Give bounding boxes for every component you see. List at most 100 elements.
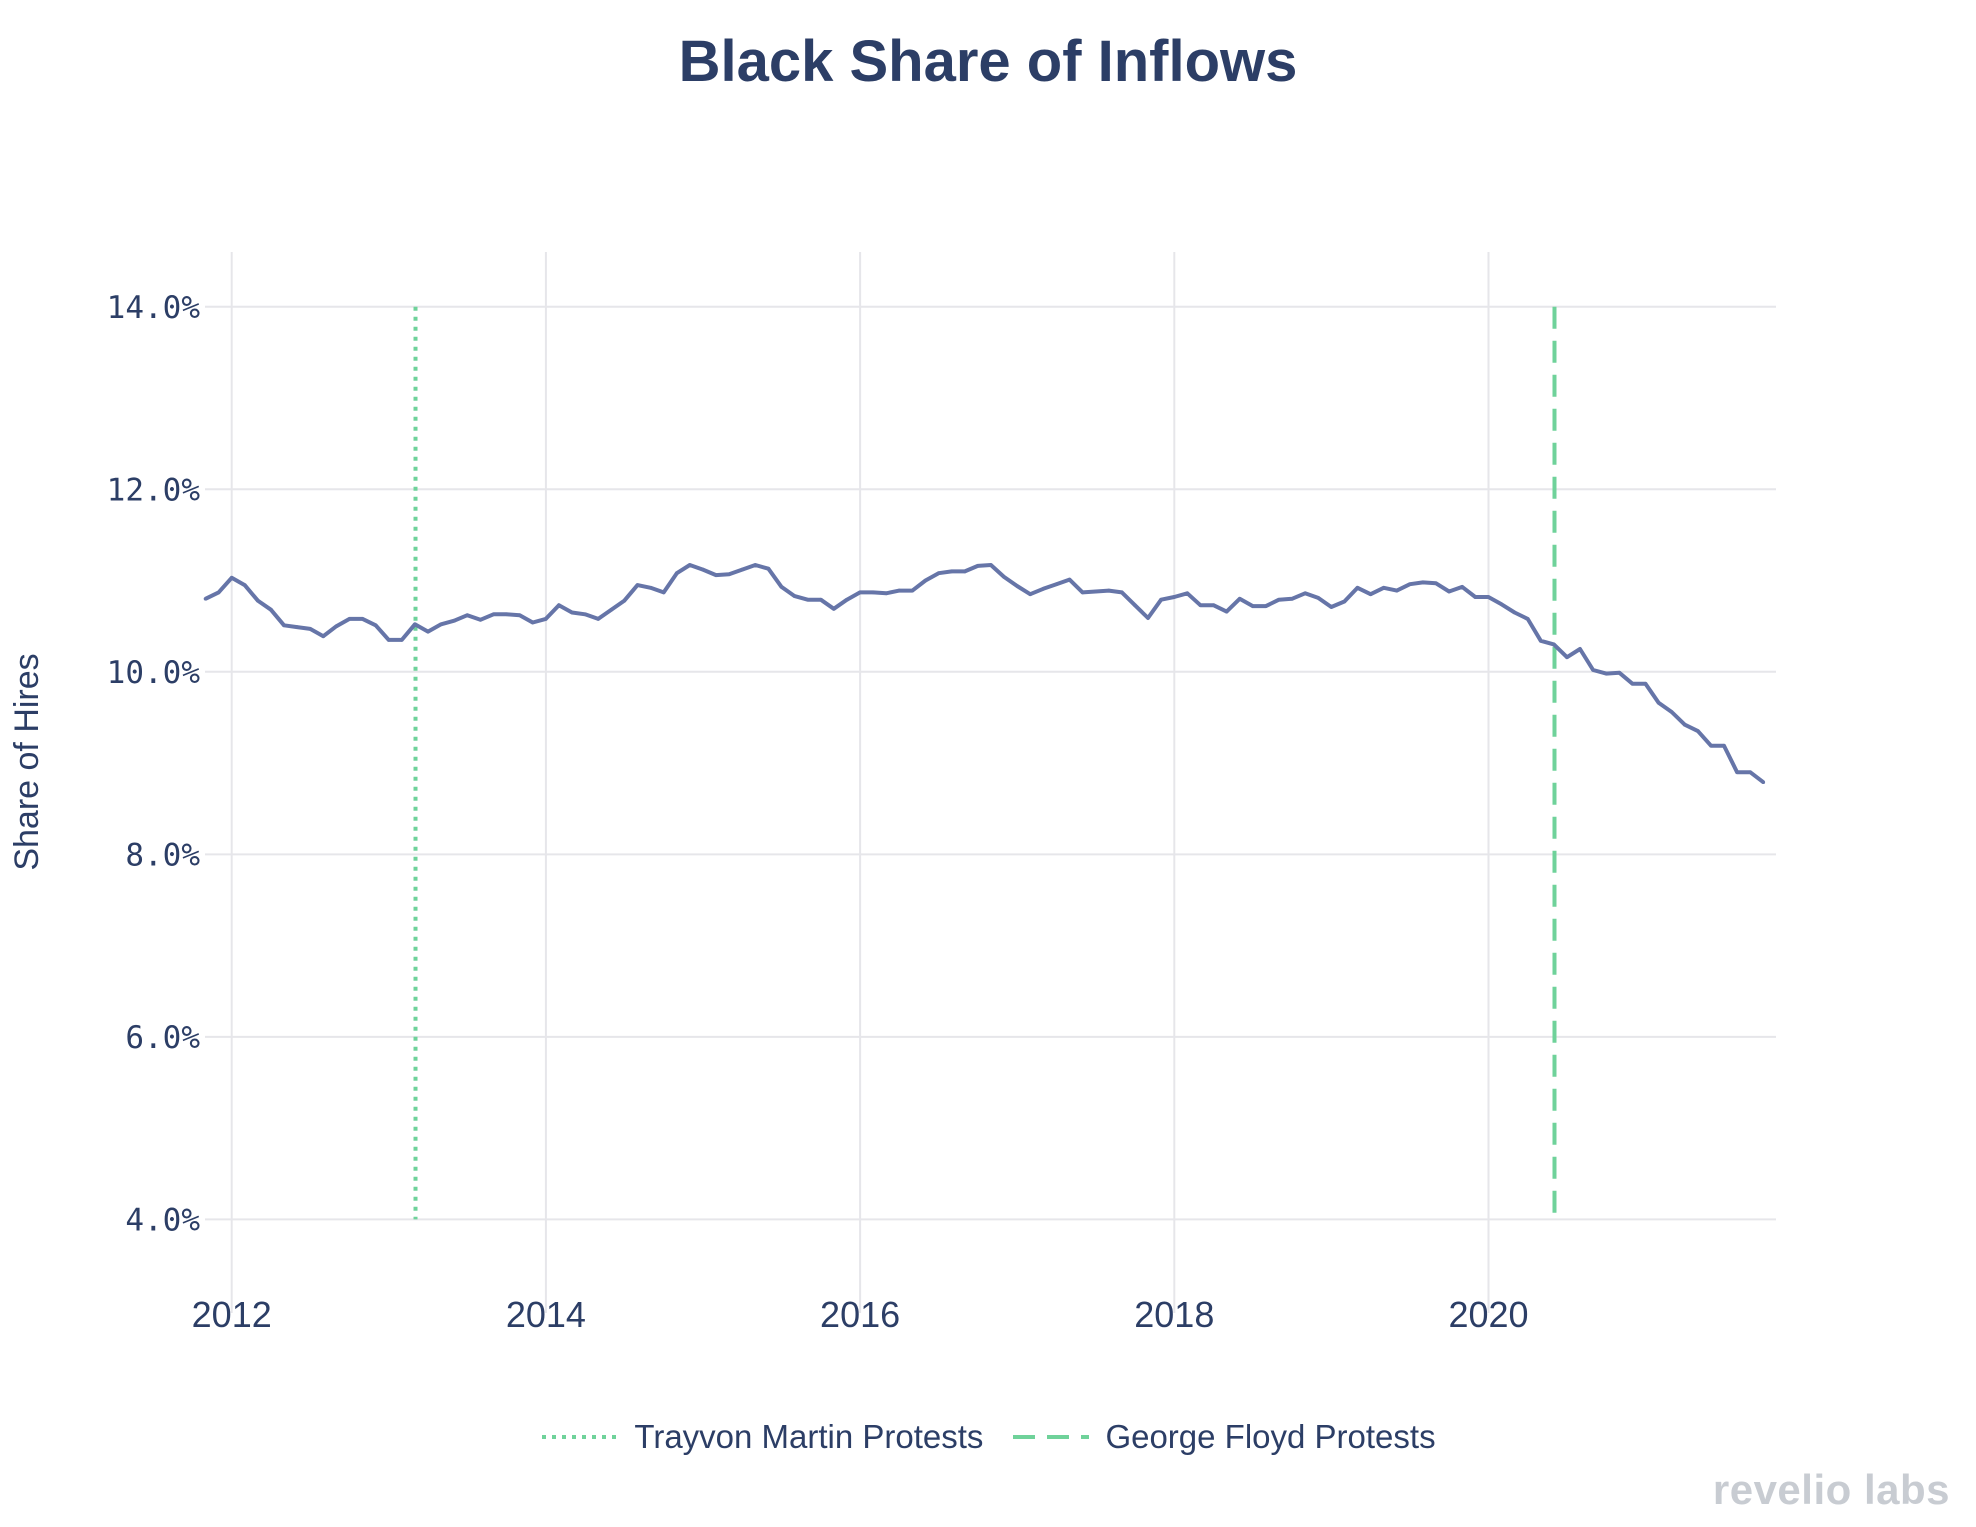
- data-point: [1303, 591, 1307, 596]
- data-point: [1237, 597, 1242, 601]
- data-point: [1408, 582, 1412, 586]
- data-point: [897, 588, 902, 593]
- data-point: [1709, 743, 1713, 748]
- data-point: [635, 583, 640, 587]
- data-point: [1277, 597, 1281, 602]
- grid-layer: [205, 252, 1776, 1313]
- data-point: [1211, 603, 1216, 607]
- data-point: [255, 598, 260, 603]
- data-point: [1473, 595, 1478, 599]
- data-point: [1198, 603, 1203, 607]
- data-point: [439, 622, 443, 627]
- data-point: [1355, 586, 1360, 590]
- data-point: [1224, 609, 1229, 614]
- data-point: [216, 590, 221, 595]
- data-point: [1093, 589, 1098, 594]
- data-point: [1486, 595, 1491, 599]
- data-point: [779, 585, 784, 589]
- data-point: [1552, 642, 1556, 647]
- data-point: [1120, 590, 1124, 595]
- y-tick-label: 6.0%: [125, 1020, 200, 1056]
- data-point: [478, 618, 483, 622]
- legend: Trayvon Martin Protests George Floyd Pro…: [0, 1418, 1976, 1456]
- data-point: [1578, 647, 1582, 651]
- data-point: [426, 629, 430, 634]
- data-point: [1722, 743, 1726, 748]
- y-tick-label: 14.0%: [107, 290, 201, 326]
- data-point: [1146, 616, 1150, 620]
- data-point: [1290, 597, 1294, 601]
- revelio-labs-logo: revelio labs: [1712, 1466, 1950, 1513]
- data-point: [609, 607, 614, 612]
- data-point: [242, 583, 247, 587]
- data-point: [1735, 770, 1739, 774]
- data-point: [989, 563, 993, 567]
- data-point: [1447, 589, 1451, 594]
- data-point: [1761, 780, 1766, 784]
- y-axis-title: Share of Hires: [8, 653, 46, 870]
- data-point: [517, 613, 522, 617]
- data-point: [753, 563, 758, 567]
- data-point: [373, 623, 378, 628]
- data-point: [1316, 596, 1320, 600]
- data-point: [452, 618, 457, 623]
- data-point: [557, 603, 561, 607]
- data-point: [1591, 668, 1595, 672]
- data-point: [347, 617, 352, 621]
- data-point: [845, 597, 849, 602]
- data-point: [858, 590, 862, 595]
- data-point: [1617, 670, 1622, 675]
- data-point: [1002, 575, 1006, 579]
- data-point: [1395, 588, 1399, 593]
- data-point: [229, 576, 234, 580]
- data-point: [1251, 604, 1255, 608]
- data-point: [1525, 617, 1530, 621]
- legend-label-trayvon: Trayvon Martin Protests: [634, 1418, 984, 1455]
- dashed-line-icon: [1013, 1435, 1090, 1439]
- x-tick-label: 2016: [820, 1294, 900, 1335]
- y-tick-label: 4.0%: [125, 1202, 200, 1238]
- data-point: [1028, 592, 1032, 596]
- data-point: [1460, 585, 1464, 589]
- legend-label-floyd: George Floyd Protests: [1105, 1418, 1436, 1455]
- data-point: [871, 590, 875, 595]
- data-point: [1565, 655, 1569, 659]
- dotted-line-icon: [542, 1435, 619, 1439]
- data-point: [1512, 610, 1517, 615]
- data-point: [1748, 770, 1752, 774]
- data-point: [1656, 701, 1661, 705]
- data-point: [923, 578, 928, 583]
- data-point: [963, 569, 967, 574]
- data-point: [1041, 587, 1046, 591]
- x-tick-label: 2020: [1448, 1294, 1528, 1335]
- data-point: [386, 638, 391, 642]
- data-point: [583, 612, 587, 617]
- y-tick-label: 12.0%: [107, 472, 201, 508]
- data-point: [1054, 582, 1059, 586]
- data-point: [661, 590, 666, 595]
- data-point: [282, 623, 286, 628]
- legend-item-trayvon[interactable]: Trayvon Martin Protests: [540, 1418, 983, 1456]
- data-point: [203, 597, 208, 601]
- data-point: [530, 620, 535, 625]
- data-point: [727, 572, 731, 576]
- data-point: [936, 571, 941, 575]
- data-point: [1630, 681, 1635, 686]
- data-point: [1669, 710, 1674, 714]
- axis-labels-layer: 4.0% 6.0% 8.0% 10.0% 12.0% 14.0% 2012 2014 2016 2…: [107, 290, 1529, 1335]
- data-point: [1696, 729, 1700, 733]
- data-point: [1421, 580, 1425, 585]
- data-point: [688, 563, 692, 567]
- series-line: [204, 563, 1765, 784]
- data-point: [1067, 577, 1072, 582]
- data-point: [413, 622, 417, 627]
- data-point: [360, 617, 365, 621]
- data-point: [819, 597, 823, 602]
- data-point: [622, 598, 627, 603]
- data-point: [1133, 603, 1137, 607]
- data-point: [766, 566, 771, 571]
- data-point: [1683, 722, 1687, 727]
- data-point: [295, 625, 299, 629]
- legend-item-floyd[interactable]: George Floyd Protests: [1011, 1418, 1436, 1456]
